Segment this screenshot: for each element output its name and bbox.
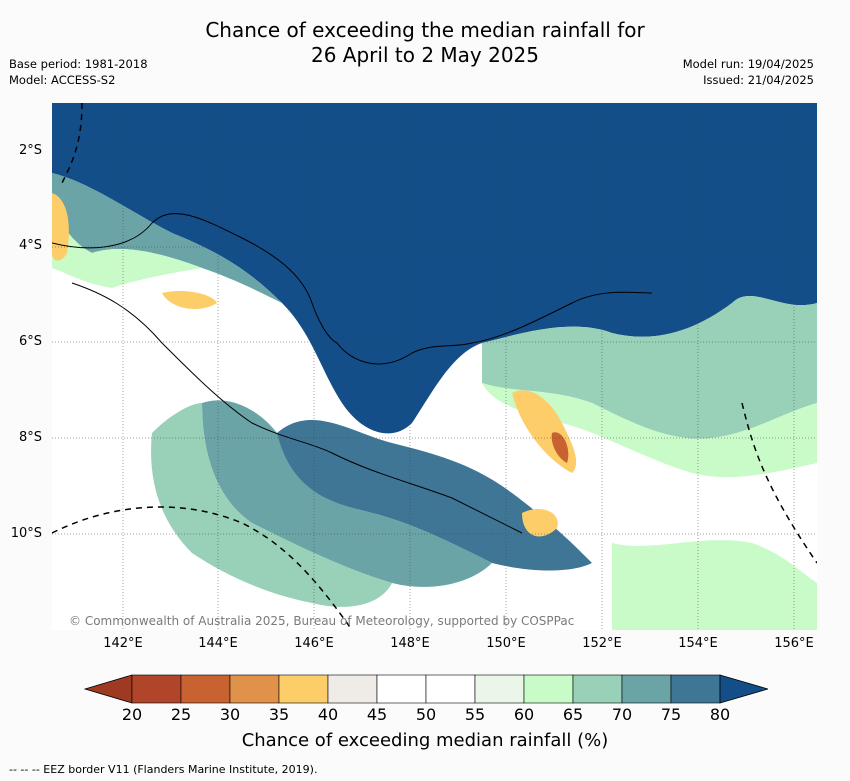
mid-green-band-north bbox=[52, 173, 282, 303]
colorbar-label: Chance of exceeding median rainfall (%) bbox=[241, 730, 609, 751]
eez-legend-note: -- -- -- EEZ border V11 (Flanders Marine… bbox=[9, 763, 318, 776]
colorbar-segment bbox=[670, 674, 721, 704]
model-name: Model: ACCESS-S2 bbox=[9, 73, 116, 87]
lat-label-8s: 8°S bbox=[18, 430, 42, 445]
lon-label-152e: 152°E bbox=[582, 636, 622, 651]
meta-left: Base period: 1981-2018 Model: ACCESS-S2 bbox=[9, 56, 148, 88]
colorbar-segment bbox=[229, 674, 280, 704]
colorbar-segment bbox=[278, 674, 329, 704]
high-chance-region-south bbox=[277, 420, 592, 571]
colorbar-extend-low bbox=[84, 674, 133, 704]
colorbar-tick-label: 65 bbox=[562, 705, 584, 724]
light-green-southeast bbox=[612, 540, 817, 630]
colorbar-tick-label: 35 bbox=[268, 705, 290, 724]
model-run: Model run: 19/04/2025 bbox=[682, 57, 814, 71]
lat-label-4s: 4°S bbox=[18, 238, 42, 253]
lon-label-156e: 156°E bbox=[774, 636, 814, 651]
lat-label-2s: 2°S bbox=[18, 143, 42, 158]
colorbar-tick-label: 70 bbox=[611, 705, 633, 724]
lon-label-154e: 154°E bbox=[678, 636, 718, 651]
colorbar-segment bbox=[621, 674, 672, 704]
colorbar-tick-label: 40 bbox=[317, 705, 339, 724]
rainfall-map bbox=[52, 103, 817, 630]
issued-date: Issued: 21/04/2025 bbox=[703, 73, 814, 87]
lon-label-144e: 144°E bbox=[198, 636, 238, 651]
lon-label-150e: 150°E bbox=[486, 636, 526, 651]
colorbar-segment bbox=[474, 674, 525, 704]
colorbar-segment bbox=[572, 674, 623, 704]
colorbar-tick-label: 45 bbox=[366, 705, 388, 724]
green-band-east bbox=[482, 295, 817, 439]
colorbar-segment bbox=[327, 674, 378, 704]
colorbar-tick-label: 55 bbox=[464, 705, 486, 724]
below-median-region-south bbox=[522, 508, 558, 537]
green-band-south bbox=[151, 403, 392, 607]
lat-label-10s: 10°S bbox=[10, 526, 42, 541]
colorbar-tick-label: 75 bbox=[660, 705, 682, 724]
colorbar-segment bbox=[376, 674, 427, 704]
lowest-median-region-east bbox=[551, 432, 569, 463]
colorbar-extend-high bbox=[719, 674, 768, 704]
base-period: Base period: 1981-2018 bbox=[9, 57, 148, 71]
colorbar-tick-label: 20 bbox=[121, 705, 143, 724]
colorbar-segment bbox=[523, 674, 574, 704]
map-title: Chance of exceeding the median rainfall … bbox=[205, 18, 645, 67]
colorbar-segment bbox=[131, 674, 182, 704]
colorbar-tick-label: 60 bbox=[513, 705, 535, 724]
colorbar-tick-label: 50 bbox=[415, 705, 437, 724]
lat-label-6s: 6°S bbox=[18, 334, 42, 349]
colorbar bbox=[84, 674, 768, 704]
colorbar-segment bbox=[425, 674, 476, 704]
copyright-notice: © Commonwealth of Australia 2025, Bureau… bbox=[69, 614, 575, 628]
colorbar-tick-label: 80 bbox=[709, 705, 731, 724]
eez-border bbox=[52, 103, 817, 630]
colorbar-tick-label: 25 bbox=[170, 705, 192, 724]
lon-label-146e: 146°E bbox=[294, 636, 334, 651]
colorbar-segment bbox=[180, 674, 231, 704]
mid-band-south bbox=[202, 400, 492, 587]
light-band-east bbox=[482, 383, 817, 478]
lon-label-142e: 142°E bbox=[103, 636, 143, 651]
light-green-band-north bbox=[52, 213, 202, 288]
colorbar-tick-label: 30 bbox=[219, 705, 241, 724]
lon-label-148e: 148°E bbox=[390, 636, 430, 651]
meta-right: Model run: 19/04/2025 Issued: 21/04/2025 bbox=[683, 56, 814, 88]
high-chance-region-north bbox=[52, 103, 817, 434]
coastline-new-guinea bbox=[52, 213, 653, 534]
below-median-region-highlands bbox=[162, 291, 217, 309]
map-gridlines bbox=[52, 103, 817, 630]
